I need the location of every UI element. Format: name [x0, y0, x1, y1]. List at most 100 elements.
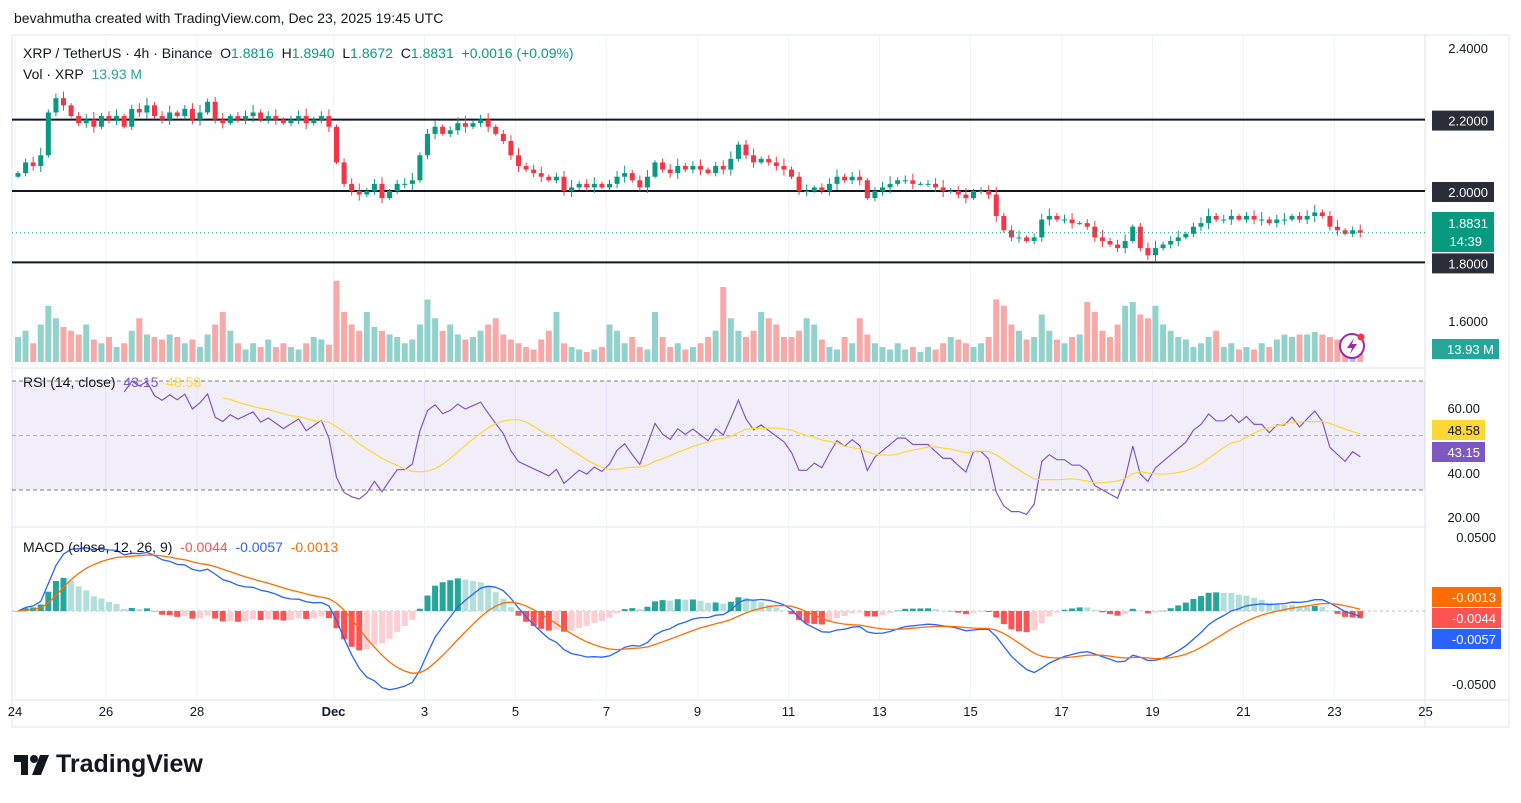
candle — [1039, 219, 1045, 238]
macd-histogram-bar — [1266, 602, 1273, 611]
volume-bar — [265, 339, 272, 362]
volume-bar — [1281, 334, 1288, 362]
volume-bar — [424, 299, 431, 362]
candle — [1274, 219, 1280, 224]
volume-bar — [197, 347, 203, 362]
macd-histogram-bar — [583, 611, 590, 627]
candle — [174, 112, 180, 117]
candle — [576, 183, 582, 188]
volume-bar — [1069, 337, 1076, 362]
signal-badge — [1432, 587, 1501, 607]
volume-bar — [947, 337, 954, 362]
candle — [144, 105, 150, 113]
volume-bar — [940, 343, 947, 362]
macd-histogram-bar — [1152, 611, 1159, 613]
tradingview-logo[interactable]: TradingView — [14, 750, 203, 779]
macd-histogram-bar — [325, 611, 332, 619]
candle — [15, 173, 21, 177]
macd-histogram-bar — [454, 578, 461, 611]
alert-icon[interactable] — [1339, 333, 1365, 359]
volume-bar — [887, 349, 894, 362]
close-value: 1.8831 — [410, 45, 454, 61]
volume-bar — [159, 339, 166, 362]
volume-bar — [288, 347, 294, 362]
candle — [280, 119, 286, 124]
volume-bar — [909, 347, 916, 362]
macd-histogram-bar — [1099, 611, 1106, 613]
macd-histogram-bar — [970, 611, 977, 613]
candle — [1077, 223, 1083, 225]
candle — [826, 183, 832, 191]
macd-histogram-bar — [1107, 611, 1113, 615]
macd-histogram-bar — [765, 604, 772, 611]
volume-bar — [212, 324, 219, 362]
candle — [1228, 215, 1234, 220]
candle — [38, 155, 44, 167]
candle — [1266, 219, 1272, 224]
candle — [447, 130, 453, 134]
candle — [819, 187, 825, 191]
candle — [546, 176, 552, 181]
candle — [1046, 215, 1052, 220]
macd-histogram-bar — [879, 611, 886, 616]
candle — [265, 116, 271, 120]
symbol-legend[interactable]: XRP / TetherUS · 4h · Binance O1.8816 H1… — [23, 45, 574, 61]
bar-countdown: 14:39 — [1449, 234, 1482, 249]
macd-histogram-bar — [151, 611, 158, 612]
macd-histogram-bar — [219, 611, 226, 622]
volume-bar — [272, 347, 279, 362]
volume-bar — [507, 339, 514, 362]
volume-bar — [652, 312, 658, 362]
candle — [811, 187, 817, 191]
macd-histogram-bar — [811, 611, 818, 624]
macd-histogram-bar — [1023, 611, 1030, 633]
macd-histogram-bar — [1273, 603, 1280, 611]
volume-bar — [864, 334, 871, 362]
volume-bar — [174, 337, 181, 362]
candle — [766, 158, 772, 163]
volume-legend[interactable]: Vol · XRP 13.93 M — [23, 66, 142, 82]
macd-histogram-bar — [416, 608, 423, 611]
tradingview-logo-icon — [14, 754, 49, 775]
candle — [432, 126, 438, 134]
candle — [842, 176, 848, 181]
candle — [462, 123, 468, 127]
macd-histogram-bar — [1342, 611, 1349, 617]
candle — [334, 126, 339, 163]
macd-histogram-bar — [379, 611, 385, 644]
volume-bar — [644, 349, 651, 362]
macd-histogram-bar — [720, 603, 727, 611]
macd-legend[interactable]: MACD (close, 12, 26, 9) -0.0044 -0.0057 … — [23, 539, 338, 555]
macd-histogram-bar — [841, 611, 848, 617]
candle — [243, 116, 248, 120]
macd-histogram-bar — [477, 582, 484, 611]
volume-bar — [1319, 334, 1326, 362]
volume-bar — [136, 318, 143, 362]
time-tick: 13 — [872, 704, 886, 719]
macd-histogram-bar — [856, 611, 863, 613]
volume-bar — [1008, 324, 1015, 362]
volume-bar — [530, 349, 537, 362]
volume-bar — [143, 334, 150, 362]
volume-bar — [826, 347, 833, 362]
time-tick: Dec — [322, 704, 346, 719]
rsi-legend[interactable]: RSI (14, close) 43.15 48.58 — [23, 374, 201, 390]
macd-histogram-bar — [1137, 610, 1144, 612]
macd-histogram-bar — [166, 611, 173, 616]
candle — [30, 162, 36, 167]
candle — [607, 183, 612, 188]
macd-histogram-bar — [295, 611, 302, 619]
candle — [129, 108, 135, 127]
macd-histogram-bar — [341, 611, 348, 640]
candle — [1115, 244, 1121, 249]
volume-bar — [727, 318, 734, 362]
volume-bar — [894, 343, 901, 362]
current-price-badge — [1432, 212, 1494, 252]
candle — [250, 112, 256, 117]
macd-histogram-bar — [667, 600, 674, 611]
volume-bar — [257, 347, 264, 362]
macd-histogram-bar — [257, 611, 264, 621]
candle — [212, 101, 218, 120]
macd-legend-value: -0.0057 — [235, 539, 283, 555]
